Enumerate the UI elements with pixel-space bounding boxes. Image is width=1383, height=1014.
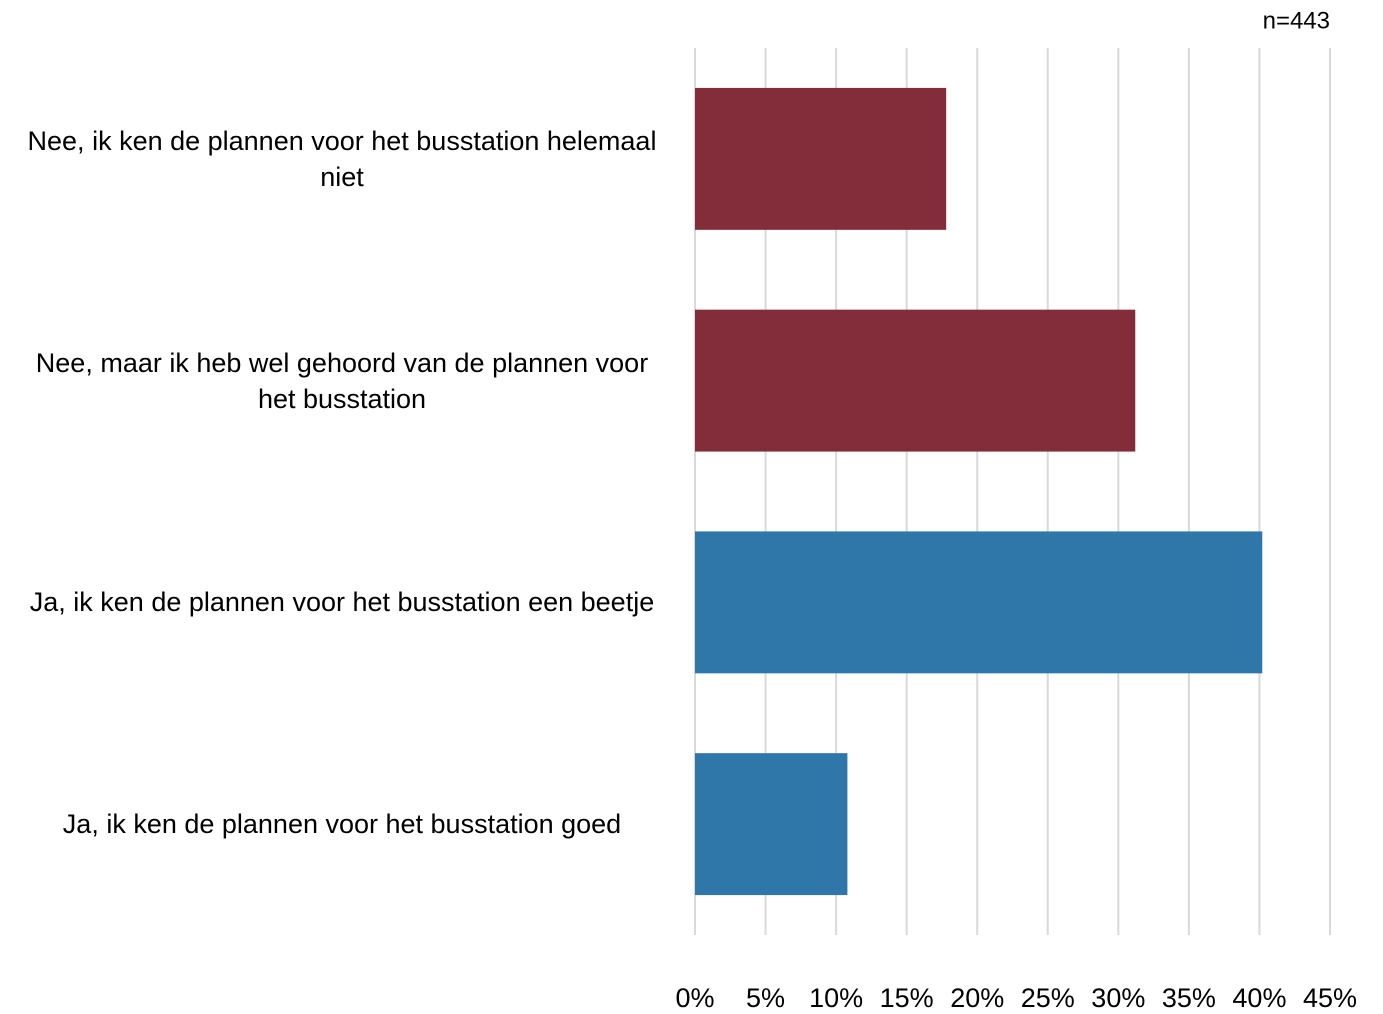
x-tick-label: 30% xyxy=(1091,983,1145,1013)
bar xyxy=(695,753,848,896)
x-tick-label: 35% xyxy=(1162,983,1216,1013)
x-tick-label: 5% xyxy=(746,983,785,1013)
x-tick-label: 0% xyxy=(675,983,714,1013)
bar xyxy=(695,309,1136,452)
y-tick-label: Nee, ik ken de plannen voor het busstati… xyxy=(27,125,657,192)
y-tick-label: Nee, maar ik heb wel gehoord van de plan… xyxy=(35,347,649,414)
bar xyxy=(695,531,1263,674)
y-tick-label: Ja, ik ken de plannen voor het busstatio… xyxy=(62,809,622,840)
x-tick-label: 25% xyxy=(1021,983,1075,1013)
bar xyxy=(695,87,947,230)
x-tick-label: 15% xyxy=(880,983,934,1013)
x-tick-label: 10% xyxy=(809,983,863,1013)
x-tick-label: 45% xyxy=(1303,983,1357,1013)
y-tick-label: Ja, ik ken de plannen voor het busstatio… xyxy=(29,587,655,618)
sample-note: n=443 xyxy=(1263,7,1330,34)
x-tick-label: 40% xyxy=(1232,983,1286,1013)
x-tick-label: 20% xyxy=(950,983,1004,1013)
